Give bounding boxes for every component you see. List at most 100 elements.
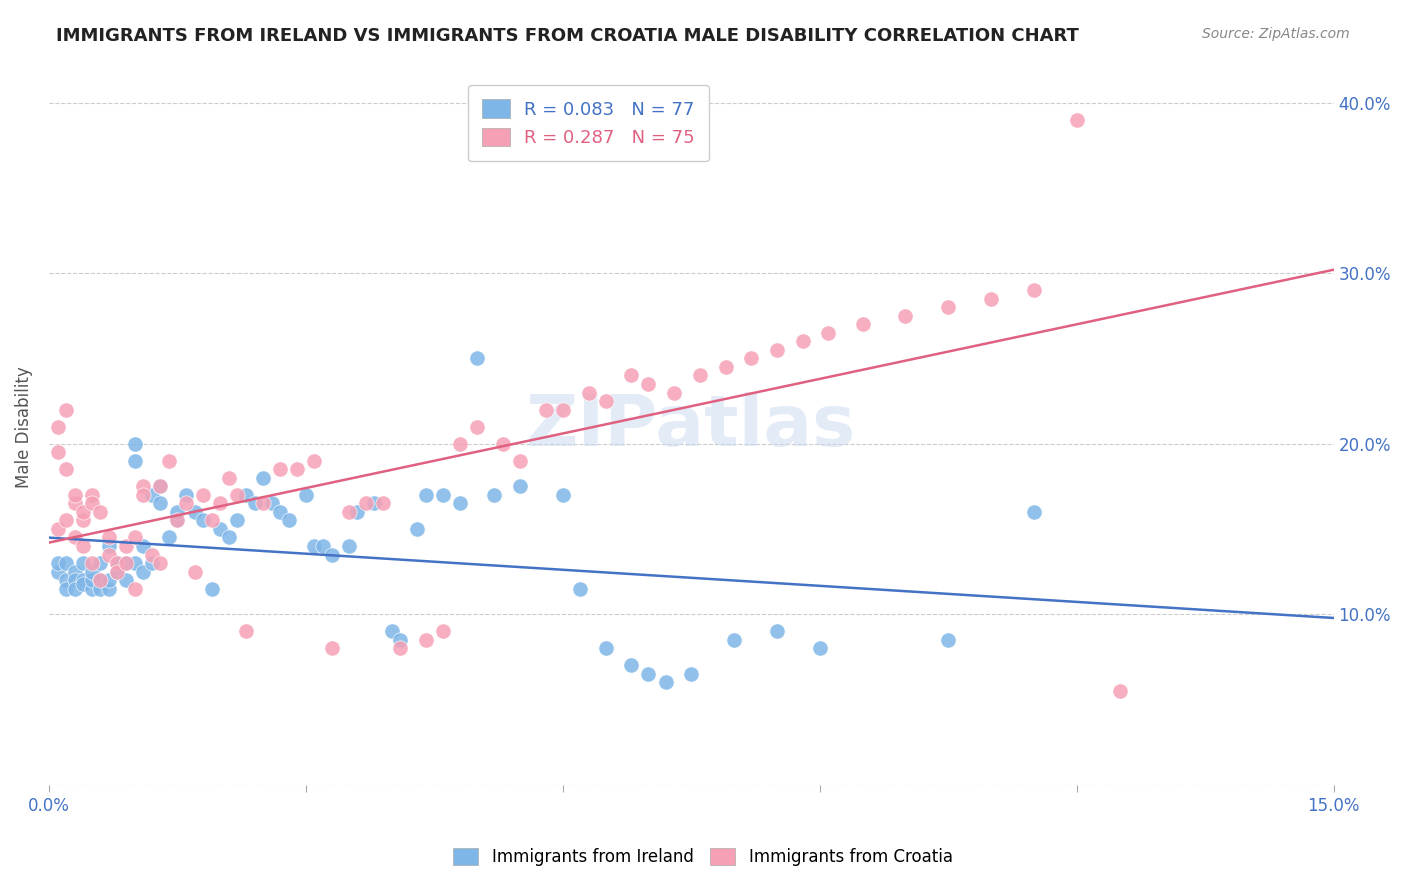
Point <box>132 539 155 553</box>
Point <box>321 548 343 562</box>
Point <box>124 531 146 545</box>
Point <box>894 309 917 323</box>
Point <box>551 488 574 502</box>
Point <box>166 505 188 519</box>
Point <box>63 496 86 510</box>
Point <box>141 548 163 562</box>
Point <box>201 513 224 527</box>
Point <box>97 573 120 587</box>
Point <box>337 539 360 553</box>
Point <box>63 565 86 579</box>
Point <box>115 573 138 587</box>
Legend: Immigrants from Ireland, Immigrants from Croatia: Immigrants from Ireland, Immigrants from… <box>446 840 960 875</box>
Point <box>389 632 412 647</box>
Point <box>124 582 146 596</box>
Point <box>363 496 385 510</box>
Point <box>595 394 617 409</box>
Point <box>980 292 1002 306</box>
Point <box>72 539 94 553</box>
Point <box>449 436 471 450</box>
Point <box>936 300 959 314</box>
Point <box>55 556 77 570</box>
Point <box>568 582 591 596</box>
Point <box>936 632 959 647</box>
Text: IMMIGRANTS FROM IRELAND VS IMMIGRANTS FROM CROATIA MALE DISABILITY CORRELATION C: IMMIGRANTS FROM IRELAND VS IMMIGRANTS FR… <box>56 27 1080 45</box>
Point <box>201 582 224 596</box>
Point <box>252 496 274 510</box>
Point <box>89 505 111 519</box>
Point <box>637 667 659 681</box>
Point <box>269 462 291 476</box>
Point <box>766 343 789 357</box>
Point <box>80 556 103 570</box>
Point <box>295 488 318 502</box>
Point <box>389 641 412 656</box>
Point <box>72 505 94 519</box>
Legend: R = 0.083   N = 77, R = 0.287   N = 75: R = 0.083 N = 77, R = 0.287 N = 75 <box>468 85 709 161</box>
Point <box>226 488 249 502</box>
Point <box>337 505 360 519</box>
Point <box>449 496 471 510</box>
Point <box>578 385 600 400</box>
Point <box>260 496 283 510</box>
Point <box>312 539 335 553</box>
Point <box>46 522 69 536</box>
Point <box>191 488 214 502</box>
Point <box>107 556 129 570</box>
Point <box>492 436 515 450</box>
Point <box>406 522 429 536</box>
Point <box>415 632 437 647</box>
Point <box>149 479 172 493</box>
Point <box>465 351 488 366</box>
Point <box>115 556 138 570</box>
Point <box>252 471 274 485</box>
Point <box>432 624 454 639</box>
Point <box>183 505 205 519</box>
Point <box>55 513 77 527</box>
Point <box>55 462 77 476</box>
Point <box>157 531 180 545</box>
Point <box>714 359 737 374</box>
Point <box>115 539 138 553</box>
Point <box>166 513 188 527</box>
Point <box>852 318 875 332</box>
Point <box>1066 112 1088 127</box>
Point <box>723 632 745 647</box>
Point <box>740 351 762 366</box>
Point <box>792 334 814 349</box>
Point <box>371 496 394 510</box>
Point <box>354 496 377 510</box>
Point <box>80 573 103 587</box>
Point <box>157 454 180 468</box>
Point <box>97 539 120 553</box>
Point <box>89 573 111 587</box>
Point <box>166 513 188 527</box>
Point <box>808 641 831 656</box>
Point <box>191 513 214 527</box>
Point <box>235 488 257 502</box>
Point <box>243 496 266 510</box>
Point <box>72 513 94 527</box>
Point <box>235 624 257 639</box>
Point <box>149 496 172 510</box>
Point <box>55 582 77 596</box>
Point <box>97 548 120 562</box>
Text: ZIPatlas: ZIPatlas <box>526 392 856 461</box>
Point <box>89 582 111 596</box>
Point <box>132 565 155 579</box>
Point <box>63 531 86 545</box>
Point <box>817 326 839 340</box>
Point <box>97 582 120 596</box>
Point <box>218 531 240 545</box>
Point <box>80 565 103 579</box>
Point <box>681 667 703 681</box>
Point <box>46 556 69 570</box>
Point <box>662 385 685 400</box>
Point <box>432 488 454 502</box>
Point <box>97 531 120 545</box>
Point <box>80 488 103 502</box>
Point <box>1108 684 1130 698</box>
Point <box>534 402 557 417</box>
Point <box>72 556 94 570</box>
Point <box>63 573 86 587</box>
